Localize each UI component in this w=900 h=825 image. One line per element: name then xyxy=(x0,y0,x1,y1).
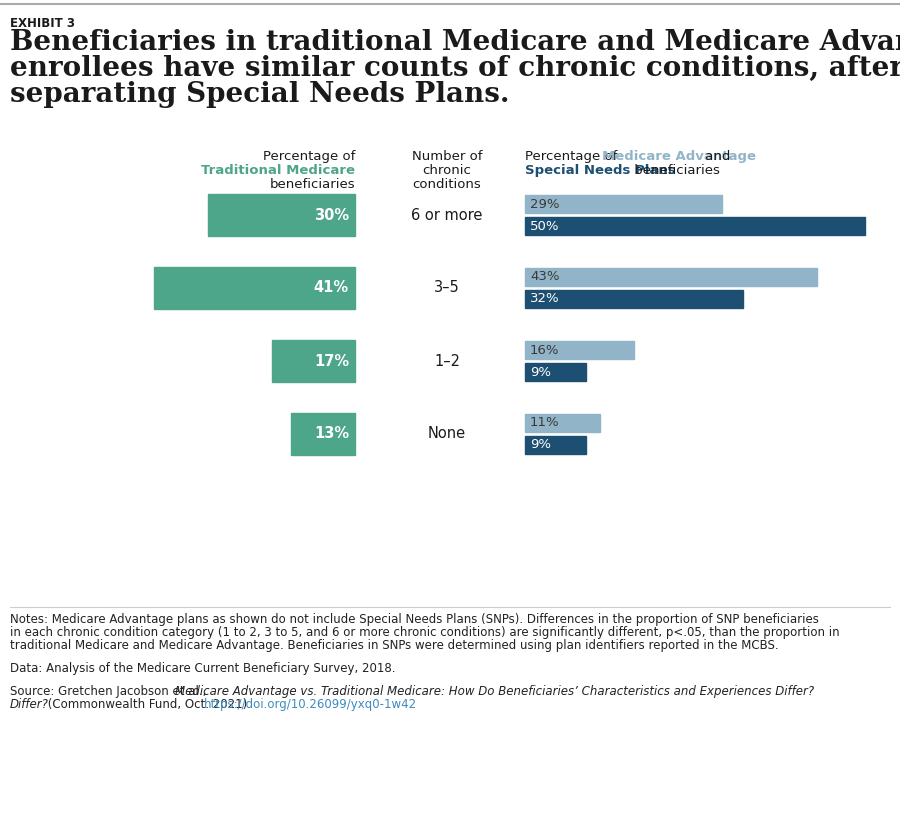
Text: Number of: Number of xyxy=(412,150,482,163)
Bar xyxy=(525,217,865,235)
Text: 6 or more: 6 or more xyxy=(411,208,482,223)
Text: 43%: 43% xyxy=(530,271,560,284)
Bar xyxy=(292,413,355,455)
Text: 3–5: 3–5 xyxy=(434,280,460,295)
Text: 30%: 30% xyxy=(314,208,349,223)
Text: 16%: 16% xyxy=(530,343,560,356)
Text: 17%: 17% xyxy=(314,353,349,369)
Text: Source: Gretchen Jacobson et al.,: Source: Gretchen Jacobson et al., xyxy=(10,685,210,698)
Bar xyxy=(525,363,586,381)
Bar xyxy=(525,195,722,213)
Text: Medicare Advantage: Medicare Advantage xyxy=(602,150,756,163)
Text: Data: Analysis of the Medicare Current Beneficiary Survey, 2018.: Data: Analysis of the Medicare Current B… xyxy=(10,662,395,675)
Text: separating Special Needs Plans.: separating Special Needs Plans. xyxy=(10,81,509,108)
Text: 32%: 32% xyxy=(530,293,560,305)
Bar xyxy=(272,340,355,382)
Bar xyxy=(525,268,817,286)
Text: 13%: 13% xyxy=(314,427,349,441)
Text: Notes: Medicare Advantage plans as shown do not include Special Needs Plans (SNP: Notes: Medicare Advantage plans as shown… xyxy=(10,613,819,626)
Text: None: None xyxy=(428,427,466,441)
Text: Percentage of: Percentage of xyxy=(525,150,622,163)
Text: Special Needs Plans: Special Needs Plans xyxy=(525,164,676,177)
Text: enrollees have similar counts of chronic conditions, after: enrollees have similar counts of chronic… xyxy=(10,55,900,82)
Text: 41%: 41% xyxy=(314,280,349,295)
Text: conditions: conditions xyxy=(412,178,482,191)
Text: 9%: 9% xyxy=(530,365,551,379)
Text: Traditional Medicare: Traditional Medicare xyxy=(201,164,355,177)
Text: beneficiaries: beneficiaries xyxy=(269,178,355,191)
Text: 50%: 50% xyxy=(530,219,560,233)
Text: Percentage of: Percentage of xyxy=(263,150,355,163)
Bar xyxy=(525,414,599,432)
Text: Medicare Advantage vs. Traditional Medicare: How Do Beneficiaries’ Characteristi: Medicare Advantage vs. Traditional Medic… xyxy=(175,685,814,698)
Text: EXHIBIT 3: EXHIBIT 3 xyxy=(10,17,75,30)
Bar xyxy=(208,194,355,236)
Text: 29%: 29% xyxy=(530,197,560,210)
Bar xyxy=(525,341,634,359)
Text: (Commonwealth Fund, Oct. 2021).: (Commonwealth Fund, Oct. 2021). xyxy=(44,698,255,711)
Bar xyxy=(154,267,355,309)
Text: traditional Medicare and Medicare Advantage. Beneficiaries in SNPs were determin: traditional Medicare and Medicare Advant… xyxy=(10,639,778,652)
Text: and: and xyxy=(701,150,731,163)
Text: Beneficiaries in traditional Medicare and Medicare Advantage: Beneficiaries in traditional Medicare an… xyxy=(10,29,900,56)
Text: Differ?: Differ? xyxy=(10,698,49,711)
Text: chronic: chronic xyxy=(423,164,472,177)
Bar xyxy=(525,436,586,454)
Text: 1–2: 1–2 xyxy=(434,353,460,369)
Text: 11%: 11% xyxy=(530,417,560,430)
Text: beneficiaries: beneficiaries xyxy=(629,164,719,177)
Text: in each chronic condition category (1 to 2, 3 to 5, and 6 or more chronic condit: in each chronic condition category (1 to… xyxy=(10,626,840,639)
Text: 9%: 9% xyxy=(530,439,551,451)
Bar xyxy=(525,290,742,308)
Text: https://doi.org/10.26099/yxq0-1w42: https://doi.org/10.26099/yxq0-1w42 xyxy=(204,698,417,711)
